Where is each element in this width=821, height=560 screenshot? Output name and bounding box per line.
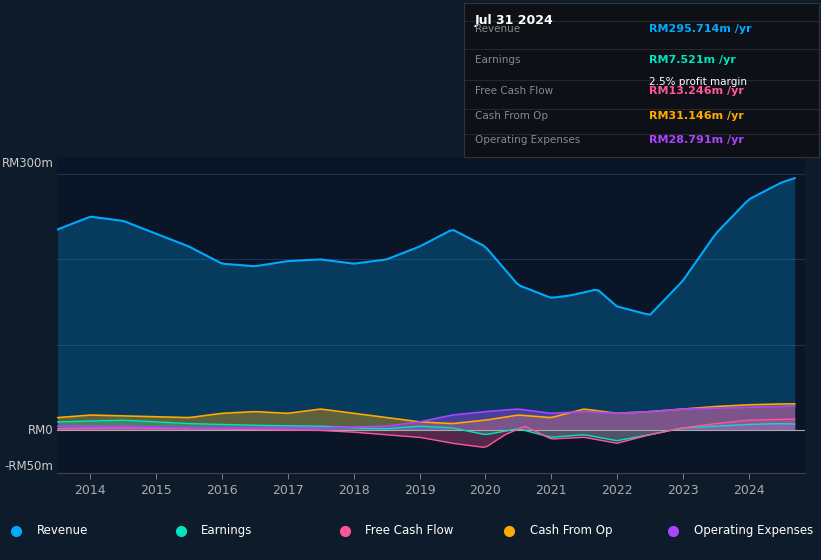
Text: Operating Expenses: Operating Expenses: [694, 524, 813, 537]
Text: Cash From Op: Cash From Op: [475, 111, 548, 120]
Text: Earnings: Earnings: [475, 55, 520, 65]
Text: RM7.521m /yr: RM7.521m /yr: [649, 55, 736, 65]
Text: Cash From Op: Cash From Op: [530, 524, 612, 537]
Text: RM31.146m /yr: RM31.146m /yr: [649, 111, 744, 120]
Text: RM13.246m /yr: RM13.246m /yr: [649, 86, 744, 96]
Text: Operating Expenses: Operating Expenses: [475, 136, 580, 145]
Text: 2.5% profit margin: 2.5% profit margin: [649, 77, 747, 87]
Text: Jul 31 2024: Jul 31 2024: [475, 13, 553, 26]
Text: RM295.714m /yr: RM295.714m /yr: [649, 24, 751, 34]
Text: -RM50m: -RM50m: [5, 460, 53, 473]
Text: RM28.791m /yr: RM28.791m /yr: [649, 136, 744, 145]
Text: Free Cash Flow: Free Cash Flow: [365, 524, 454, 537]
Text: Free Cash Flow: Free Cash Flow: [475, 86, 553, 96]
Text: Revenue: Revenue: [475, 24, 520, 34]
Text: Revenue: Revenue: [37, 524, 89, 537]
Text: RM300m: RM300m: [2, 157, 53, 170]
Text: RM0: RM0: [28, 424, 53, 437]
Text: Earnings: Earnings: [201, 524, 253, 537]
